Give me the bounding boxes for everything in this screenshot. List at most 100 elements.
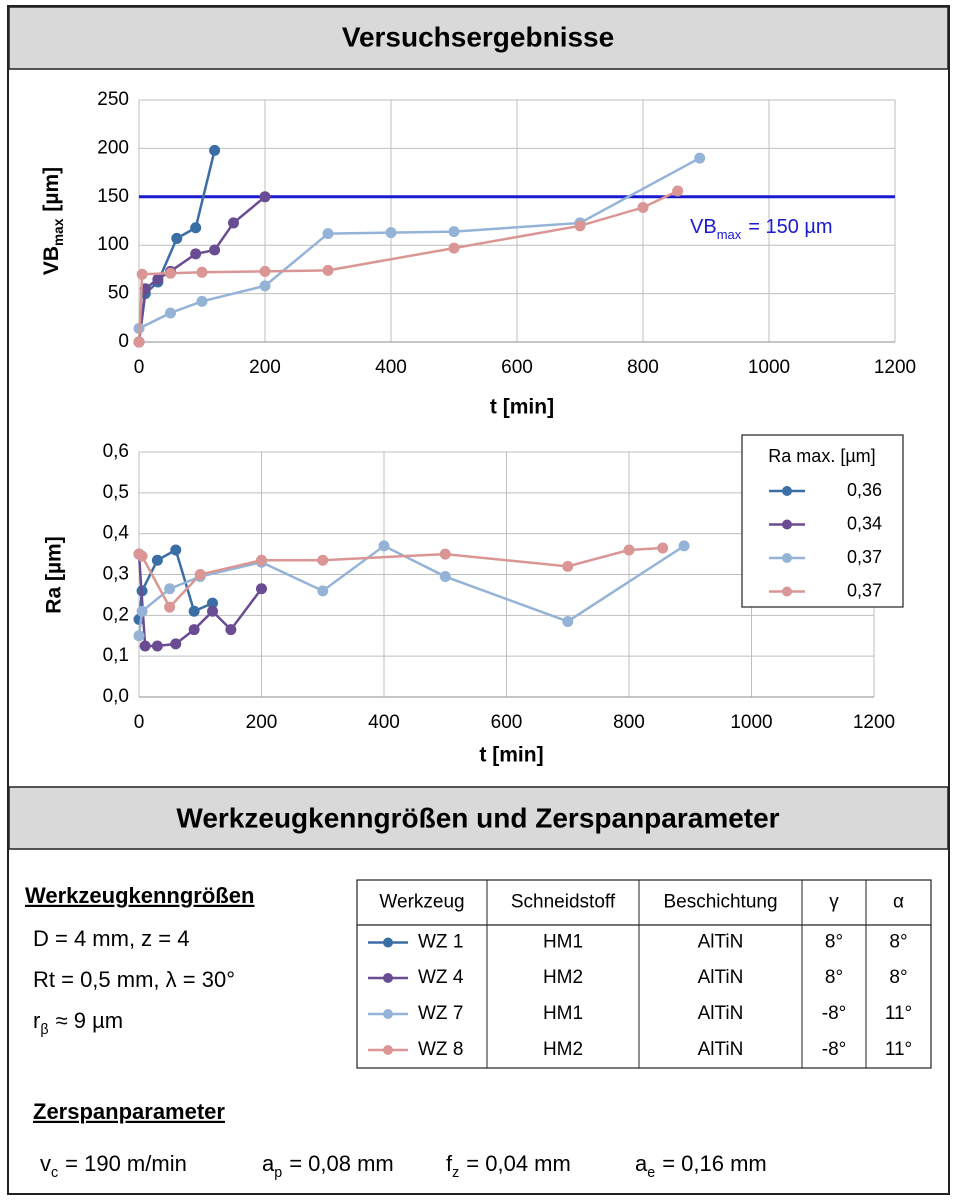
x-axis-title: t [min]: [479, 744, 543, 767]
table-cell: HM1: [543, 1003, 583, 1024]
section-band: [8, 786, 949, 850]
data-point: [657, 542, 669, 554]
tool-param-line-sub: β: [40, 1022, 48, 1038]
data-point: [136, 268, 148, 280]
data-point: [317, 585, 329, 597]
header-title: Versuchsergebnisse: [342, 21, 614, 52]
table-header-cell: γ: [829, 892, 839, 913]
x-tick-label: 1000: [730, 712, 772, 733]
y-tick-label: 0,1: [103, 645, 129, 666]
data-point: [378, 540, 390, 552]
cutting-param-rest: = 0,04 mm: [466, 1151, 571, 1176]
data-point: [165, 267, 176, 279]
y-axis-title-sub: max: [51, 218, 66, 246]
tool-param-line-rest: ≈ 9 µm: [56, 1008, 124, 1033]
table-legend-marker: [383, 937, 393, 948]
limit-annotation-sub: max: [717, 227, 742, 242]
data-point: [209, 244, 221, 256]
legend-marker: [782, 486, 792, 496]
data-point: [188, 605, 200, 617]
y-tick-label: 50: [108, 283, 129, 304]
legend-marker: [782, 519, 792, 530]
cutting-params-title: Zerspanparameter: [33, 1099, 225, 1124]
data-point: [637, 201, 649, 213]
cutting-param-sub: c: [51, 1165, 58, 1181]
series-line: [137, 544, 685, 636]
x-tick-label: 1000: [748, 357, 790, 378]
table-cell: HM2: [543, 967, 583, 988]
legend-marker: [782, 553, 792, 563]
table-cell: 11°: [885, 1003, 912, 1024]
data-point: [439, 571, 451, 583]
table-cell: AlTiN: [698, 1003, 744, 1024]
cutting-param: ae = 0,16 mm: [635, 1151, 767, 1181]
data-point: [574, 220, 586, 232]
cutting-param: vc = 190 m/min: [40, 1151, 187, 1181]
table-cell: 11°: [885, 1039, 912, 1060]
data-point: [672, 185, 684, 197]
y-tick-label: 0,5: [103, 482, 129, 503]
cutting-param-sub: e: [647, 1165, 655, 1181]
x-tick-label: 600: [501, 357, 533, 378]
table-legend-marker: [383, 1009, 393, 1019]
data-point: [322, 228, 334, 240]
data-point: [256, 554, 267, 566]
limit-annotation: VBmax = 150 µm: [690, 216, 833, 242]
table-header-cell: Schneidstoff: [511, 892, 616, 913]
y-tick-label: 150: [97, 186, 129, 207]
y-axis-title: VBmax [µm]: [40, 167, 67, 275]
x-tick-label: 400: [368, 712, 400, 733]
data-point: [623, 544, 635, 556]
table-legend-marker: [383, 1045, 393, 1055]
cutting-param-rest: = 0,16 mm: [662, 1151, 767, 1176]
data-point: [165, 307, 176, 319]
data-point: [194, 569, 206, 580]
table-header-cell: α: [893, 892, 904, 913]
y-tick-label: 200: [97, 137, 129, 158]
data-point: [562, 560, 574, 572]
data-point: [188, 624, 200, 636]
data-point: [385, 227, 397, 239]
tool-params-title: Werkzeugkenngrößen: [25, 883, 254, 908]
table-cell: -8°: [822, 1039, 847, 1060]
data-point: [207, 605, 218, 617]
y-tick-label: 0: [118, 331, 129, 352]
table-cell: -8°: [822, 1003, 847, 1024]
table-cell: AlTiN: [698, 932, 744, 953]
table-cell: AlTiN: [698, 967, 744, 988]
legend-title: Ra max. [µm]: [768, 446, 875, 466]
data-point: [317, 554, 329, 566]
data-point: [209, 144, 221, 156]
cutting-param-rest: = 190 m/min: [65, 1151, 187, 1176]
data-point: [171, 232, 183, 244]
table-cell: 8°: [889, 967, 907, 988]
table-cell: 8°: [889, 932, 907, 953]
legend-marker: [782, 586, 792, 597]
legend-label: 0,37: [847, 580, 882, 600]
data-point: [439, 548, 451, 560]
data-point: [448, 242, 460, 254]
limit-annotation-main: VB: [690, 216, 717, 238]
data-point: [164, 601, 176, 613]
data-point: [133, 336, 145, 348]
data-point: [164, 583, 176, 595]
header-band: [8, 6, 949, 70]
legend-label: 0,34: [847, 513, 882, 533]
cutting-param-rest: = 0,08 mm: [289, 1151, 394, 1176]
data-point: [448, 226, 460, 238]
data-point: [228, 217, 239, 229]
table-cell: WZ 8: [418, 1039, 463, 1060]
data-point: [259, 265, 271, 277]
y-tick-label: 0,6: [103, 441, 129, 462]
data-point: [256, 583, 267, 595]
y-axis-title-rest: [µm]: [40, 167, 63, 212]
x-tick-label: 200: [246, 712, 278, 733]
data-point: [170, 544, 182, 556]
table-cell: 8°: [825, 932, 843, 953]
data-point: [259, 191, 271, 203]
legend-label: 0,36: [847, 480, 882, 500]
x-tick-label: 0: [134, 712, 145, 733]
table-legend-marker: [383, 973, 393, 983]
y-tick-label: 0,4: [103, 523, 130, 544]
